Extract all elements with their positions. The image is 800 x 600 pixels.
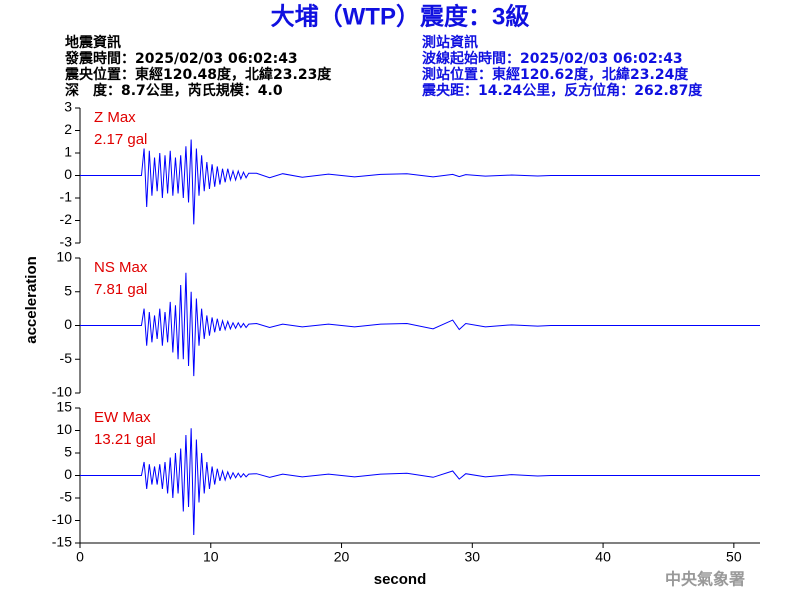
x-tick-label: 30 (465, 549, 481, 565)
max-label: 2.17 gal (94, 131, 147, 148)
y-tick-label: -10 (52, 384, 72, 400)
max-label: 13.21 gal (94, 431, 156, 448)
info-line: 測站位置：東經120.62度，北緯23.24度 (422, 66, 689, 83)
chart-title: 大埔（WTP）震度：3級 (271, 2, 530, 30)
y-tick-label: -15 (52, 534, 72, 550)
y-tick-label: -10 (52, 511, 72, 527)
y-tick-label: 0 (64, 466, 72, 482)
x-tick-label: 20 (334, 549, 350, 565)
x-tick-label: 0 (76, 549, 84, 565)
y-tick-label: -5 (60, 350, 73, 366)
y-tick-label: -1 (60, 189, 73, 205)
x-axis-label: second (374, 571, 427, 588)
waveform (80, 139, 760, 225)
y-tick-label: 15 (56, 399, 72, 415)
info-line: 測站資訊 (422, 34, 478, 51)
x-tick-label: 40 (595, 549, 611, 565)
y-tick-label: 0 (64, 166, 72, 182)
y-tick-label: 1 (64, 144, 72, 160)
y-tick-label: 2 (64, 121, 72, 137)
y-tick-label: -3 (60, 234, 73, 250)
y-axis-label: acceleration (23, 256, 40, 344)
y-tick-label: 5 (64, 444, 72, 460)
x-tick-label: 50 (726, 549, 742, 565)
waveform (80, 272, 760, 377)
y-tick-label: -2 (60, 211, 73, 227)
footer: 中央氣象署 (665, 570, 745, 589)
info-line: 深 度：8.7公里，芮氏規模：4.0 (65, 82, 283, 99)
info-line: 波線起始時間：2025/02/03 06:02:43 (422, 50, 683, 67)
max-label: 7.81 gal (94, 281, 147, 298)
info-line: 發震時間：2025/02/03 06:02:43 (64, 50, 298, 67)
x-tick-label: 10 (203, 549, 219, 565)
y-tick-label: 5 (64, 282, 72, 298)
y-tick-label: 0 (64, 316, 72, 332)
y-tick-label: 10 (56, 421, 72, 437)
info-line: 震央距：14.24公里，反方位角：262.87度 (421, 82, 703, 99)
channel-label: Z Max (94, 109, 136, 126)
info-line: 地震資訊 (65, 34, 121, 51)
channel-label: EW Max (94, 409, 151, 426)
y-tick-label: 3 (64, 99, 72, 115)
info-line: 震央位置：東經120.48度，北緯23.23度 (64, 66, 332, 83)
y-tick-label: -5 (60, 489, 73, 505)
y-tick-label: 10 (56, 249, 72, 265)
channel-label: NS Max (94, 259, 148, 276)
waveform (80, 428, 760, 535)
